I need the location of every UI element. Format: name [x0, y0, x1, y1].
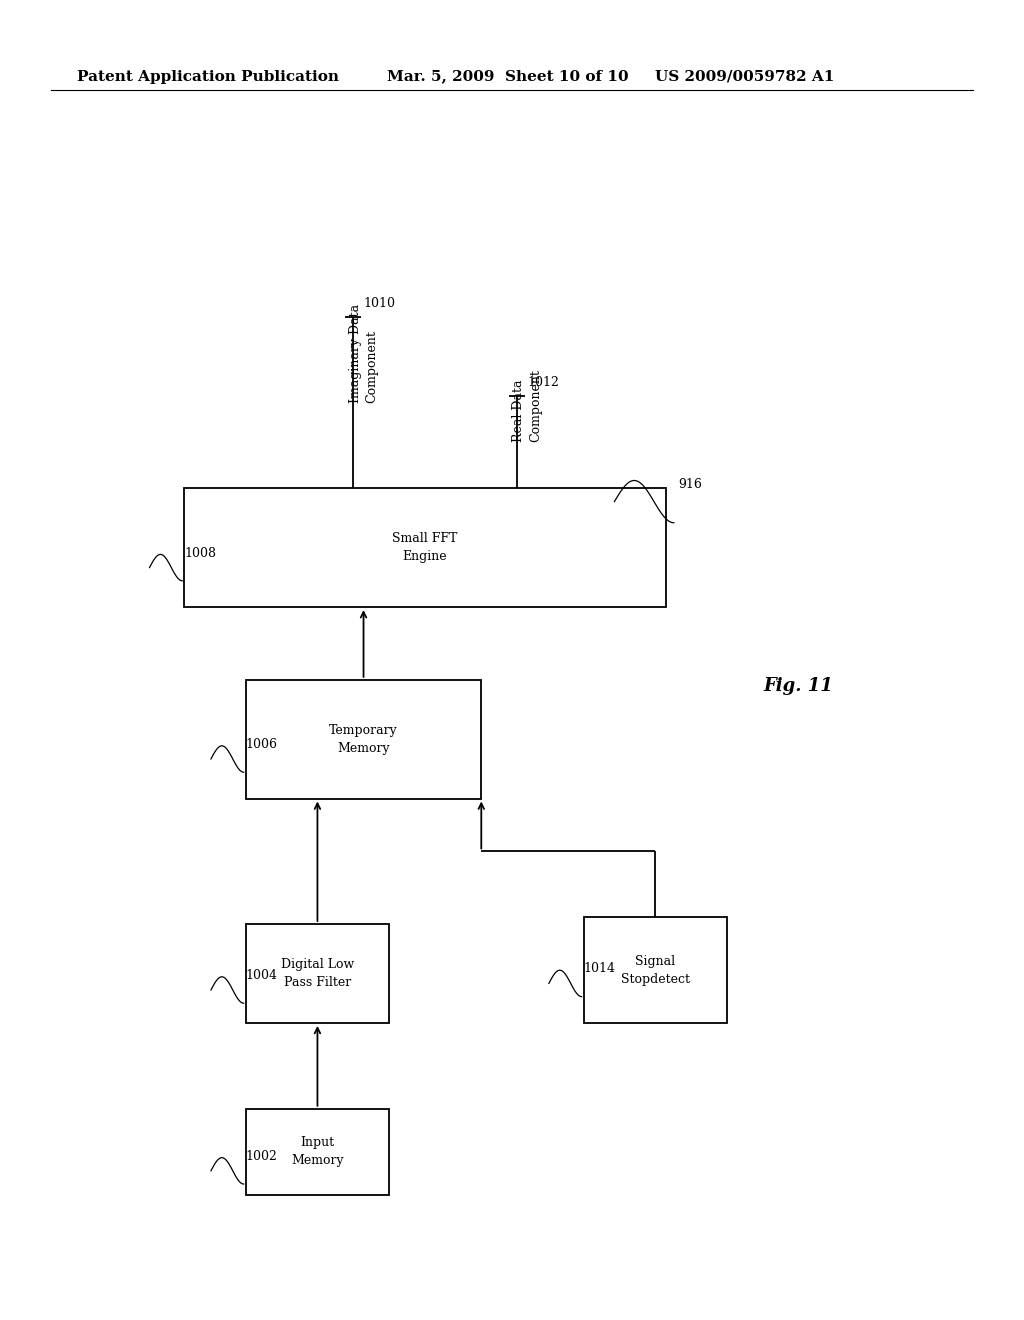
Text: 1014: 1014 — [584, 962, 615, 975]
Text: Patent Application Publication: Patent Application Publication — [77, 70, 339, 83]
Text: 1002: 1002 — [246, 1150, 278, 1163]
Text: Small FFT
Engine: Small FFT Engine — [392, 532, 458, 564]
Text: Temporary
Memory: Temporary Memory — [329, 723, 398, 755]
Text: 1008: 1008 — [184, 546, 216, 560]
Text: Real Data
Component: Real Data Component — [512, 370, 543, 442]
Text: Imaginary Data
Component: Imaginary Data Component — [348, 304, 379, 403]
Text: Digital Low
Pass Filter: Digital Low Pass Filter — [281, 958, 354, 989]
Text: 1006: 1006 — [246, 738, 278, 751]
Text: 916: 916 — [678, 478, 701, 491]
Bar — [584, 917, 727, 1023]
Text: US 2009/0059782 A1: US 2009/0059782 A1 — [655, 70, 835, 83]
Text: Input
Memory: Input Memory — [291, 1137, 344, 1167]
Text: Mar. 5, 2009  Sheet 10 of 10: Mar. 5, 2009 Sheet 10 of 10 — [387, 70, 629, 83]
Text: Signal
Stopdetect: Signal Stopdetect — [621, 954, 690, 986]
Text: 1012: 1012 — [527, 376, 559, 389]
Bar — [246, 680, 481, 799]
Bar — [246, 924, 389, 1023]
Text: Fig. 11: Fig. 11 — [764, 677, 834, 696]
Text: 1010: 1010 — [364, 297, 395, 310]
Text: 1004: 1004 — [246, 969, 278, 982]
Bar — [246, 1109, 389, 1195]
Bar — [184, 488, 666, 607]
